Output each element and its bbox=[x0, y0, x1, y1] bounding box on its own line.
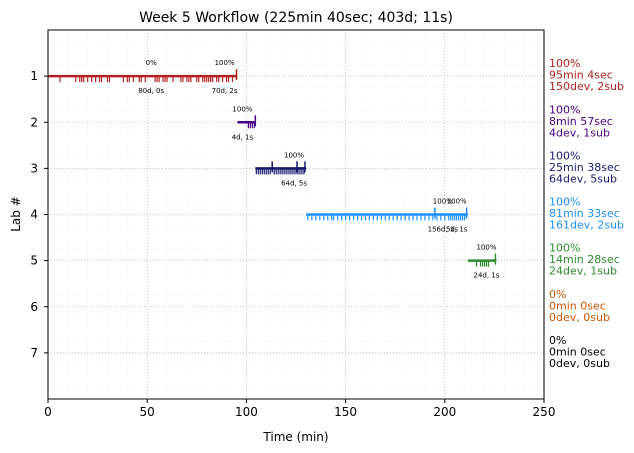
lab-4-summary-line: 161dev, 2sub bbox=[549, 219, 624, 232]
lab-7-summary-line: 0dev, 0sub bbox=[549, 357, 610, 370]
count-annotation: 70d, 2s bbox=[212, 87, 238, 95]
x-axis-ticks: 0 50 100 150 200 250 bbox=[44, 399, 555, 419]
y-tick-label: 2 bbox=[30, 115, 38, 129]
progress-annotation: 100% bbox=[215, 59, 235, 67]
y-axis-title: Lab # bbox=[9, 196, 23, 232]
lab-1-timeline: 0% 80d, 0s 100% 70d, 2s bbox=[48, 59, 238, 95]
lab-2-summary-line: 8min 57sec bbox=[549, 115, 613, 128]
lab-2-summary-line: 4dev, 1sub bbox=[549, 126, 610, 139]
progress-annotation: 100% bbox=[447, 198, 467, 206]
lab-2-timeline: 100% 4d, 1s bbox=[232, 105, 257, 141]
x-axis-title: Time (min) bbox=[262, 430, 328, 444]
lab-3-summary-line: 100% bbox=[549, 149, 580, 162]
x-tick-label: 100 bbox=[235, 405, 258, 419]
count-annotation: 5d, 1s bbox=[446, 226, 468, 234]
lab-6-summary-line: 0dev, 0sub bbox=[549, 311, 610, 324]
lab-1-summary-line: 95min 4sec bbox=[549, 69, 613, 82]
y-tick-label: 1 bbox=[30, 69, 38, 83]
lab-7-summary-line: 0% bbox=[549, 334, 566, 347]
lab-5-timeline: 100% 24d, 1s bbox=[467, 244, 500, 280]
count-annotation: 64d, 5s bbox=[281, 179, 307, 187]
lab-5-summary-line: 100% bbox=[549, 242, 580, 255]
lab-7-summary-line: 0min 0sec bbox=[549, 345, 606, 358]
x-tick-label: 150 bbox=[334, 405, 357, 419]
lab-2-summary-line: 100% bbox=[549, 103, 580, 116]
lab-1-summary-line: 100% bbox=[549, 57, 580, 70]
lab-3-timeline: 100% 64d, 5s bbox=[255, 151, 307, 187]
count-annotation: 24d, 1s bbox=[474, 272, 500, 280]
lab-4-summary-line: 81min 33sec bbox=[549, 207, 620, 220]
x-tick-label: 250 bbox=[533, 405, 556, 419]
lab-1-summary-line: 150dev, 2sub bbox=[549, 80, 624, 93]
progress-annotation: 100% bbox=[433, 198, 453, 206]
x-tick-label: 50 bbox=[140, 405, 155, 419]
count-annotation: 156d, 1s bbox=[428, 226, 459, 234]
count-annotation: 80d, 0s bbox=[138, 87, 164, 95]
y-tick-label: 7 bbox=[30, 346, 38, 360]
lab-3-summary-line: 25min 38sec bbox=[549, 161, 620, 174]
progress-annotation: 0% bbox=[146, 59, 157, 67]
lab-4-timeline: 100% 156d, 1s 100% 5d, 1s bbox=[306, 198, 468, 234]
lab-5-summary-line: 24dev, 1sub bbox=[549, 265, 617, 278]
count-annotation: 4d, 1s bbox=[232, 133, 254, 141]
x-tick-label: 200 bbox=[433, 405, 456, 419]
y-axis-ticks: 1 2 3 4 5 6 7 bbox=[30, 69, 48, 360]
chart-title: Week 5 Workflow (225min 40sec; 403d; 11s… bbox=[139, 10, 453, 26]
x-tick-label: 0 bbox=[44, 405, 52, 419]
progress-annotation: 100% bbox=[284, 151, 304, 159]
y-tick-label: 3 bbox=[30, 161, 38, 175]
progress-annotation: 100% bbox=[476, 244, 496, 252]
lab-6-summary-line: 0min 0sec bbox=[549, 299, 606, 312]
y-tick-label: 5 bbox=[30, 254, 38, 268]
progress-annotation: 100% bbox=[232, 105, 252, 113]
lab-4-summary-line: 100% bbox=[549, 196, 580, 209]
y-tick-label: 6 bbox=[30, 300, 38, 314]
y-tick-label: 4 bbox=[30, 208, 38, 222]
lab-5-summary-line: 14min 28sec bbox=[549, 253, 620, 266]
lab-6-summary-line: 0% bbox=[549, 288, 566, 301]
lab-3-summary-line: 64dev, 5sub bbox=[549, 172, 617, 185]
lab-timelines: 0% 80d, 0s 100% 70d, 2s 100% 4d, 1s 100% 64d, 5… bbox=[48, 59, 500, 280]
